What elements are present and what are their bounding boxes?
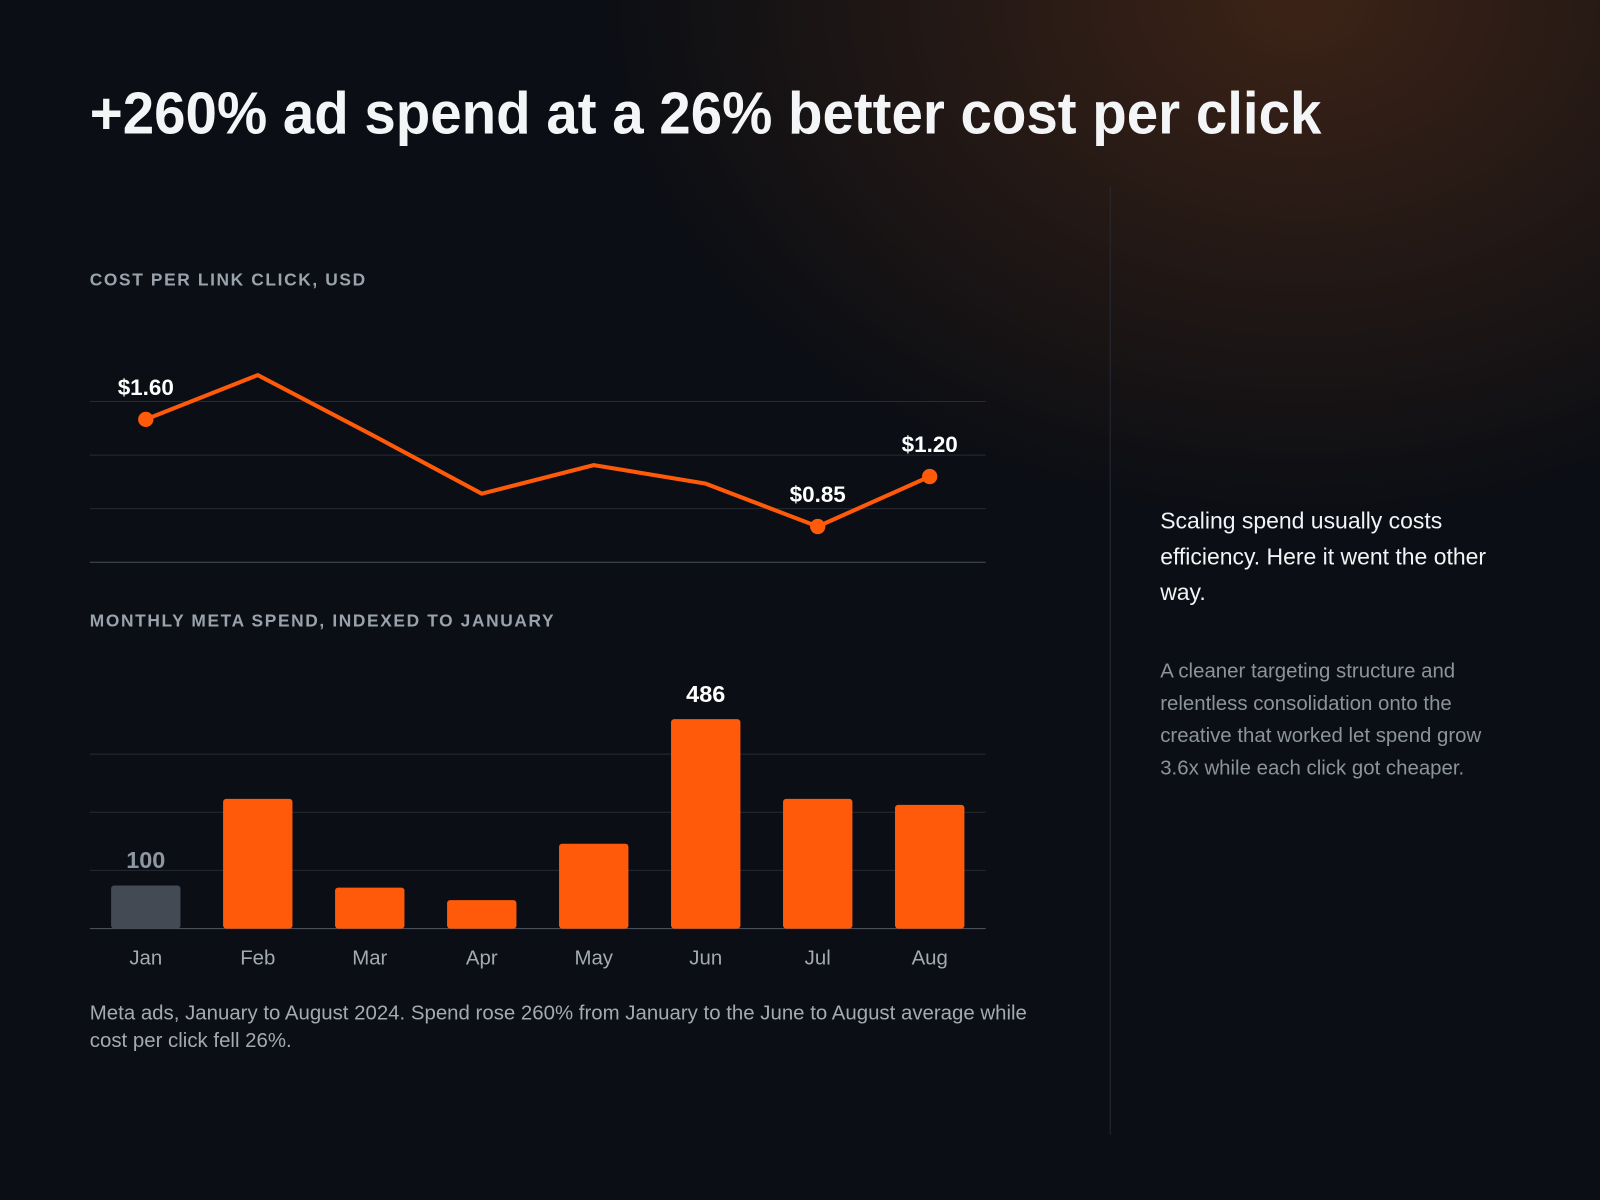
x-tick-label: May bbox=[574, 947, 613, 969]
value-label: $1.60 bbox=[118, 375, 174, 400]
bar bbox=[335, 887, 405, 929]
value-label: $0.85 bbox=[790, 482, 846, 507]
point bbox=[138, 411, 154, 428]
bar bbox=[783, 798, 853, 929]
bar bbox=[111, 885, 181, 929]
slide-title: +260% ad spend at a 26% better cost per … bbox=[90, 80, 1322, 147]
sidebar-lead: Scaling spend usually costs efficiency. … bbox=[1160, 508, 1487, 606]
chart-title: COST PER LINK CLICK, USD bbox=[90, 270, 367, 290]
line bbox=[145, 373, 931, 529]
x-tick-label: Jul bbox=[805, 947, 831, 969]
bar bbox=[447, 900, 517, 929]
bar bbox=[559, 843, 629, 929]
sidebar-body: A cleaner targeting structure and relent… bbox=[1160, 660, 1482, 780]
x-tick-label: Jan bbox=[129, 947, 162, 969]
value-label: $1.20 bbox=[902, 432, 958, 457]
point bbox=[810, 518, 826, 535]
x-tick-label: Apr bbox=[466, 947, 498, 969]
x-tick-label: Feb bbox=[240, 947, 275, 969]
bar bbox=[223, 798, 293, 929]
point bbox=[922, 468, 938, 485]
value-label: 100 bbox=[126, 847, 165, 873]
value-label: 486 bbox=[686, 681, 725, 707]
x-tick-label: Aug bbox=[912, 947, 948, 969]
chart-title: MONTHLY META SPEND, INDEXED TO JANUARY bbox=[90, 611, 555, 631]
bar bbox=[671, 719, 741, 929]
bar bbox=[895, 804, 965, 929]
caption: Meta ads, January to August 2024. Spend … bbox=[89, 1002, 1027, 1053]
x-tick-label: Jun bbox=[689, 947, 722, 969]
x-tick-label: Mar bbox=[352, 947, 387, 969]
